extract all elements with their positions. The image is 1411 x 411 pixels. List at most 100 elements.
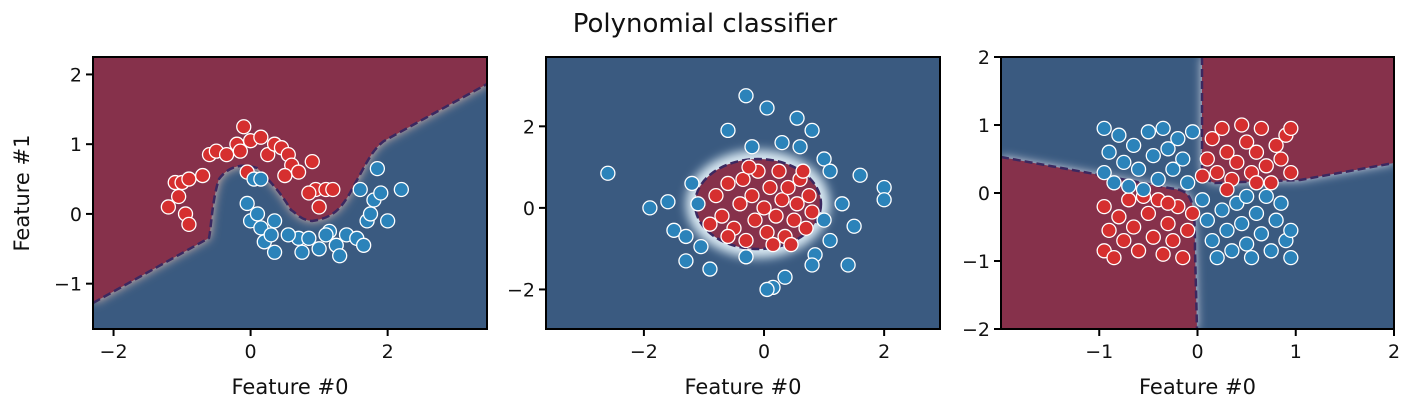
y-tick-label: −2 <box>962 319 990 341</box>
point <box>1125 219 1142 235</box>
point <box>1229 154 1245 171</box>
point <box>181 216 197 233</box>
point <box>249 206 266 222</box>
point <box>232 143 248 159</box>
point <box>1214 120 1230 137</box>
point <box>1194 168 1211 184</box>
point <box>181 171 197 187</box>
point <box>678 253 694 269</box>
point <box>379 213 396 229</box>
point <box>1116 232 1132 249</box>
points-layer <box>1096 117 1299 266</box>
point <box>642 200 658 216</box>
point <box>1121 192 1137 208</box>
point <box>804 257 820 273</box>
point <box>1263 175 1279 191</box>
point <box>714 208 730 224</box>
point <box>765 236 781 253</box>
point <box>236 119 252 135</box>
x-tick-label: 0 <box>1191 341 1203 363</box>
point <box>1180 222 1196 239</box>
point <box>1175 249 1191 266</box>
point <box>393 181 409 198</box>
point <box>311 199 327 215</box>
point <box>356 237 372 253</box>
point <box>1263 243 1279 259</box>
point <box>301 230 317 246</box>
x-tick-label: 0 <box>245 341 257 363</box>
point <box>822 163 838 179</box>
x-tick-label: 2 <box>382 341 394 363</box>
point <box>1140 124 1157 140</box>
point <box>786 212 802 228</box>
point <box>1145 229 1161 245</box>
point <box>834 196 850 212</box>
point <box>660 194 676 210</box>
y-tick-label: −1 <box>54 274 82 296</box>
point <box>1219 222 1235 239</box>
point <box>260 146 276 163</box>
point <box>747 212 763 228</box>
point <box>1283 249 1299 266</box>
point <box>266 213 283 229</box>
point <box>253 171 269 187</box>
point <box>1170 130 1186 147</box>
point <box>1165 161 1181 177</box>
x-tick-label: −2 <box>630 341 658 363</box>
point <box>1224 243 1240 259</box>
point <box>1106 175 1122 191</box>
x-tick-label: 2 <box>878 341 890 363</box>
y-tick-label: 0 <box>978 183 990 205</box>
point <box>846 218 862 234</box>
point <box>1096 164 1112 181</box>
figure-title: Polynomial classifier <box>573 9 838 39</box>
point <box>1130 243 1147 259</box>
point <box>1175 151 1191 167</box>
x-axis-label: Feature #0 <box>232 375 349 399</box>
x-tick-label: −2 <box>100 341 128 363</box>
y-tick-label: 1 <box>978 115 990 137</box>
point <box>822 232 838 249</box>
point <box>1130 161 1147 177</box>
point <box>708 188 724 204</box>
point <box>804 122 820 139</box>
point <box>666 222 682 238</box>
point <box>290 164 307 180</box>
point <box>1160 141 1176 157</box>
point <box>266 244 283 260</box>
point <box>1234 215 1250 232</box>
point <box>840 257 856 273</box>
y-tick-label: 2 <box>523 116 535 138</box>
y-axis-label: Feature #1 <box>10 135 34 252</box>
point <box>1096 198 1112 215</box>
point <box>768 208 784 224</box>
point <box>253 129 269 145</box>
point <box>1248 175 1265 191</box>
point <box>600 165 616 181</box>
point <box>1111 127 1127 143</box>
point <box>1283 222 1299 239</box>
point <box>1238 134 1255 150</box>
point <box>816 151 832 167</box>
point <box>1243 249 1260 266</box>
point <box>756 200 772 216</box>
point <box>1199 151 1215 167</box>
plot-frame <box>92 56 488 330</box>
point <box>735 171 751 187</box>
point <box>738 249 754 265</box>
point <box>1135 181 1152 198</box>
decision-regions <box>1001 57 1394 329</box>
point <box>1155 120 1171 137</box>
point <box>693 238 709 255</box>
point <box>759 100 775 116</box>
point <box>1273 195 1289 211</box>
point <box>1238 188 1255 205</box>
y-tick-label: 0 <box>523 198 535 220</box>
point <box>318 227 334 243</box>
y-tick-label: 1 <box>70 134 82 156</box>
point <box>1268 137 1284 154</box>
point <box>816 212 832 228</box>
point <box>1258 158 1274 174</box>
